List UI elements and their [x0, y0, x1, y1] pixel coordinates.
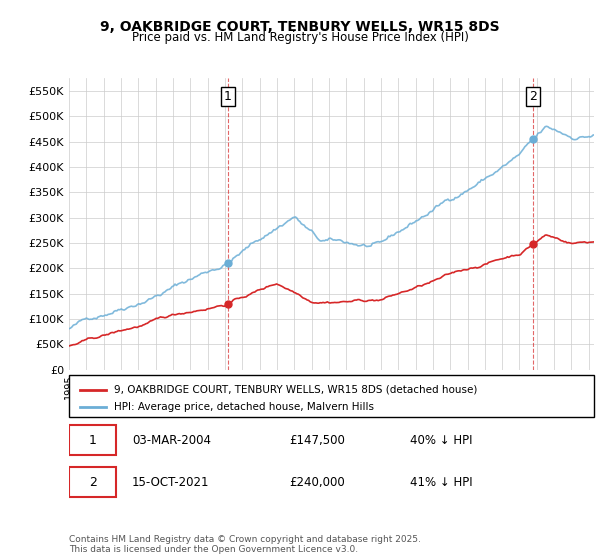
- Text: £147,500: £147,500: [290, 433, 346, 447]
- Text: Price paid vs. HM Land Registry's House Price Index (HPI): Price paid vs. HM Land Registry's House …: [131, 31, 469, 44]
- Text: 15-OCT-2021: 15-OCT-2021: [132, 475, 209, 489]
- Text: 03-MAR-2004: 03-MAR-2004: [132, 433, 211, 447]
- Text: 1: 1: [89, 433, 97, 447]
- FancyBboxPatch shape: [69, 375, 594, 417]
- Text: 40% ↓ HPI: 40% ↓ HPI: [410, 433, 473, 447]
- Bar: [69, 467, 116, 497]
- Text: 2: 2: [529, 90, 537, 102]
- Text: Contains HM Land Registry data © Crown copyright and database right 2025.
This d: Contains HM Land Registry data © Crown c…: [69, 535, 421, 554]
- Text: 9, OAKBRIDGE COURT, TENBURY WELLS, WR15 8DS (detached house): 9, OAKBRIDGE COURT, TENBURY WELLS, WR15 …: [113, 385, 477, 395]
- Text: 41% ↓ HPI: 41% ↓ HPI: [410, 475, 473, 489]
- Text: 9, OAKBRIDGE COURT, TENBURY WELLS, WR15 8DS: 9, OAKBRIDGE COURT, TENBURY WELLS, WR15 …: [100, 20, 500, 34]
- Text: 1: 1: [224, 90, 232, 102]
- Text: HPI: Average price, detached house, Malvern Hills: HPI: Average price, detached house, Malv…: [113, 402, 374, 412]
- Text: £240,000: £240,000: [290, 475, 345, 489]
- Text: 2: 2: [89, 475, 97, 489]
- Bar: [69, 425, 116, 455]
